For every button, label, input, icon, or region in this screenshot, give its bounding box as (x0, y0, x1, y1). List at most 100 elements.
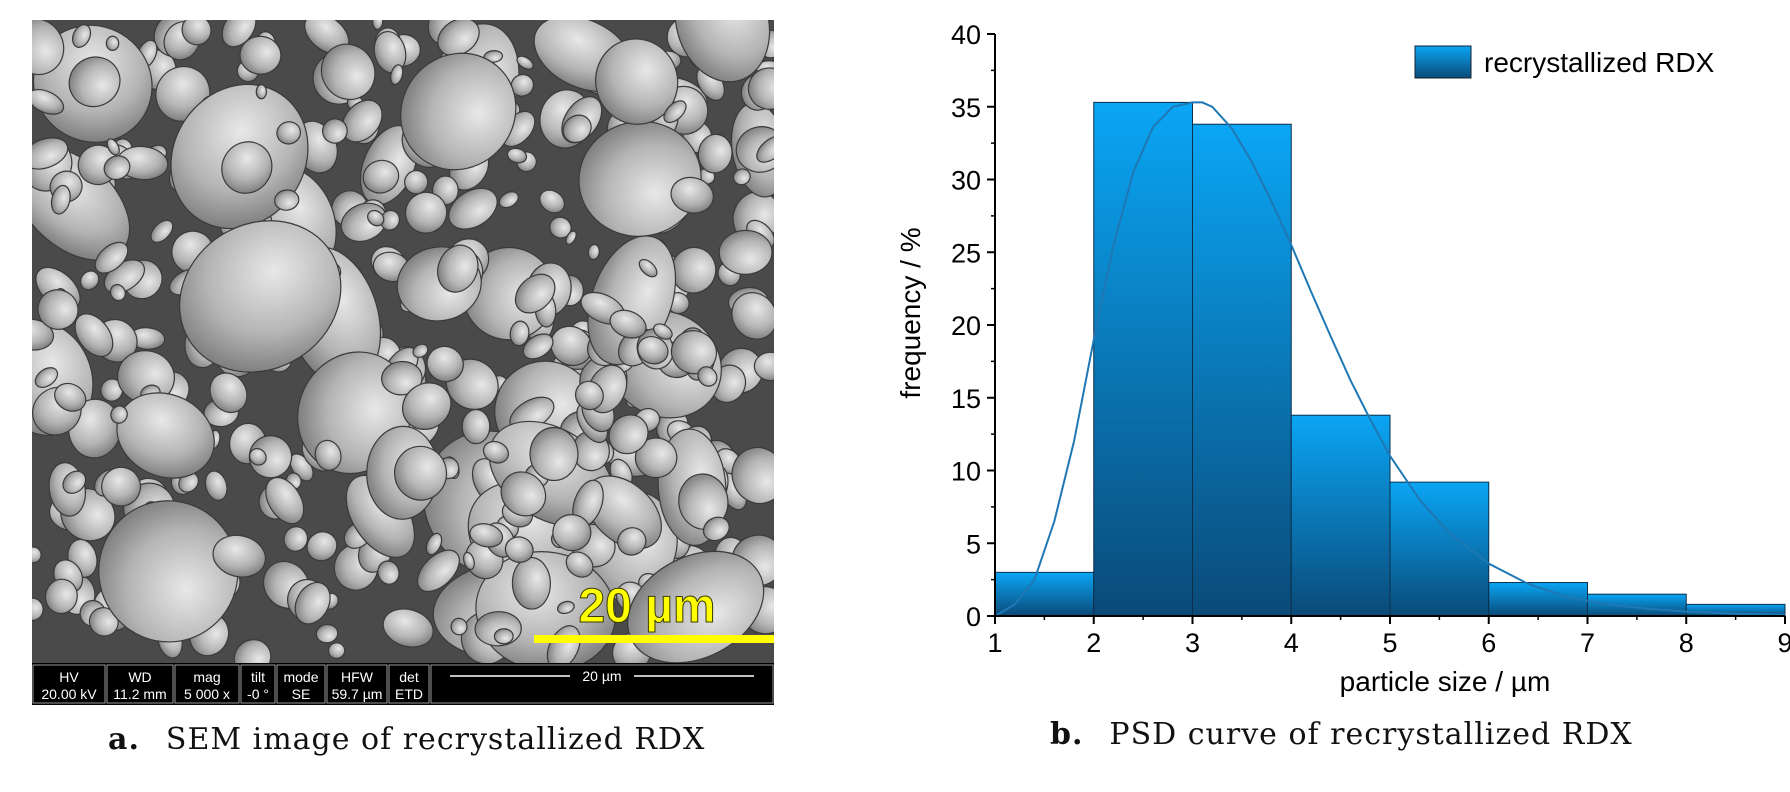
x-tick-label: 2 (1086, 628, 1101, 658)
sem-particle (32, 137, 69, 170)
sem-particle (493, 628, 514, 645)
sem-particle (37, 289, 79, 330)
psd-chart: 0 5 10 15 20 25 30 35 40 1 2 3 4 5 6 7 8 9 recrystallized… (895, 20, 1790, 697)
sem-particle (506, 147, 528, 164)
sem-particle (404, 191, 448, 234)
sem-particle (448, 187, 498, 230)
x-tick-label: 6 (1481, 628, 1496, 658)
sem-particle (106, 138, 120, 156)
sem-particle (371, 20, 384, 31)
sem-particle (608, 414, 649, 455)
databar-cell (388, 664, 430, 704)
histogram-bar-4 (1290, 414, 1391, 617)
y-tick-label: 35 (951, 93, 981, 123)
databar-cell (240, 664, 276, 704)
sem-particle (320, 43, 376, 101)
histogram-bars (994, 101, 1786, 617)
y-tick-label: 0 (966, 602, 981, 632)
sem-particle (150, 219, 174, 244)
y-tick-label: 25 (951, 238, 981, 268)
sem-particle (101, 466, 142, 507)
sem-particle (105, 35, 120, 51)
x-tick-label: 5 (1382, 628, 1397, 658)
sem-particle (437, 20, 480, 57)
databar-cell (326, 664, 388, 704)
sem-particle (504, 536, 534, 563)
sem-particle (594, 38, 679, 125)
sem-particle (265, 476, 305, 525)
sem-particle (32, 597, 44, 622)
databar-header: mag (193, 669, 220, 685)
sem-particle (565, 230, 577, 245)
sem-particle (212, 534, 267, 578)
databar-value: 11.2 mm (113, 686, 166, 702)
databar-cell (430, 664, 774, 704)
sem-particle (32, 20, 65, 76)
histogram-bar-5 (1389, 481, 1490, 617)
sem-particle (390, 64, 404, 86)
sem-particle (315, 623, 339, 644)
databar-header: HFW (341, 669, 374, 685)
sem-particle (74, 313, 114, 358)
databar-background (32, 663, 774, 705)
sem-particle (522, 333, 554, 360)
sem-particle (103, 155, 131, 181)
y-tick-label: 20 (951, 311, 981, 341)
sem-particle (426, 345, 464, 383)
sem-particle (637, 336, 669, 365)
sem-particle (68, 56, 121, 108)
sem-particle (79, 270, 100, 291)
sem-particle (514, 273, 556, 314)
sem-particle (565, 551, 594, 578)
histogram-bar-1 (994, 571, 1095, 617)
fit-curve (994, 101, 1786, 617)
sem-particle (400, 52, 517, 171)
sem-particle (341, 99, 383, 143)
sem-particle (617, 527, 647, 556)
databar-cell (106, 664, 174, 704)
sem-particle (274, 189, 300, 211)
sem-particle (209, 372, 248, 414)
caption-b: b. PSD curve of recrystallized RDX (1050, 717, 1633, 752)
histogram-bar-7 (1587, 593, 1687, 617)
sem-particle (50, 184, 71, 215)
x-tick-label: 1 (987, 628, 1002, 658)
sem-particle (461, 408, 491, 445)
databar-value: 20.00 kV (41, 686, 97, 702)
databar-header: det (399, 669, 419, 685)
x-tick-label: 7 (1580, 628, 1595, 658)
sem-particle (702, 516, 730, 542)
sem-particle (697, 366, 718, 387)
sem-particle (609, 309, 647, 339)
psd-chart-panel: 0 5 10 15 20 25 30 35 40 1 2 3 4 5 6 7 8 9 recrystallized… (880, 16, 1790, 736)
sem-particle (731, 292, 774, 340)
sem-particle (747, 67, 774, 110)
sem-particle (562, 114, 592, 144)
databar-header: HV (59, 669, 79, 685)
databar-scale-mask (570, 666, 634, 684)
sem-particle (509, 320, 530, 347)
caption-a-text: SEM image of recrystallized RDX (165, 722, 706, 757)
sem-particle (412, 343, 429, 358)
sem-particle (327, 642, 346, 660)
sem-particle (181, 20, 212, 46)
y-tick-label: 10 (951, 457, 981, 487)
sem-particle (306, 531, 338, 562)
sem-particle (416, 549, 460, 593)
sem-particle (425, 532, 443, 556)
sem-particle (670, 176, 714, 214)
sem-particle (179, 220, 342, 373)
databar-value: 5 000 x (184, 686, 230, 702)
sem-particle (100, 378, 124, 402)
sem-particle (276, 121, 302, 145)
sem-particle (394, 445, 448, 501)
sem-scale-label: 20 µm (578, 580, 715, 633)
sem-particle (255, 84, 268, 100)
sem-particle (404, 169, 429, 195)
legend-swatch (1414, 45, 1472, 79)
sem-particle (437, 244, 479, 293)
sem-particle (511, 556, 552, 610)
databar-header: mode (283, 669, 318, 685)
sem-particle (239, 35, 282, 75)
sem-particle (109, 283, 126, 302)
